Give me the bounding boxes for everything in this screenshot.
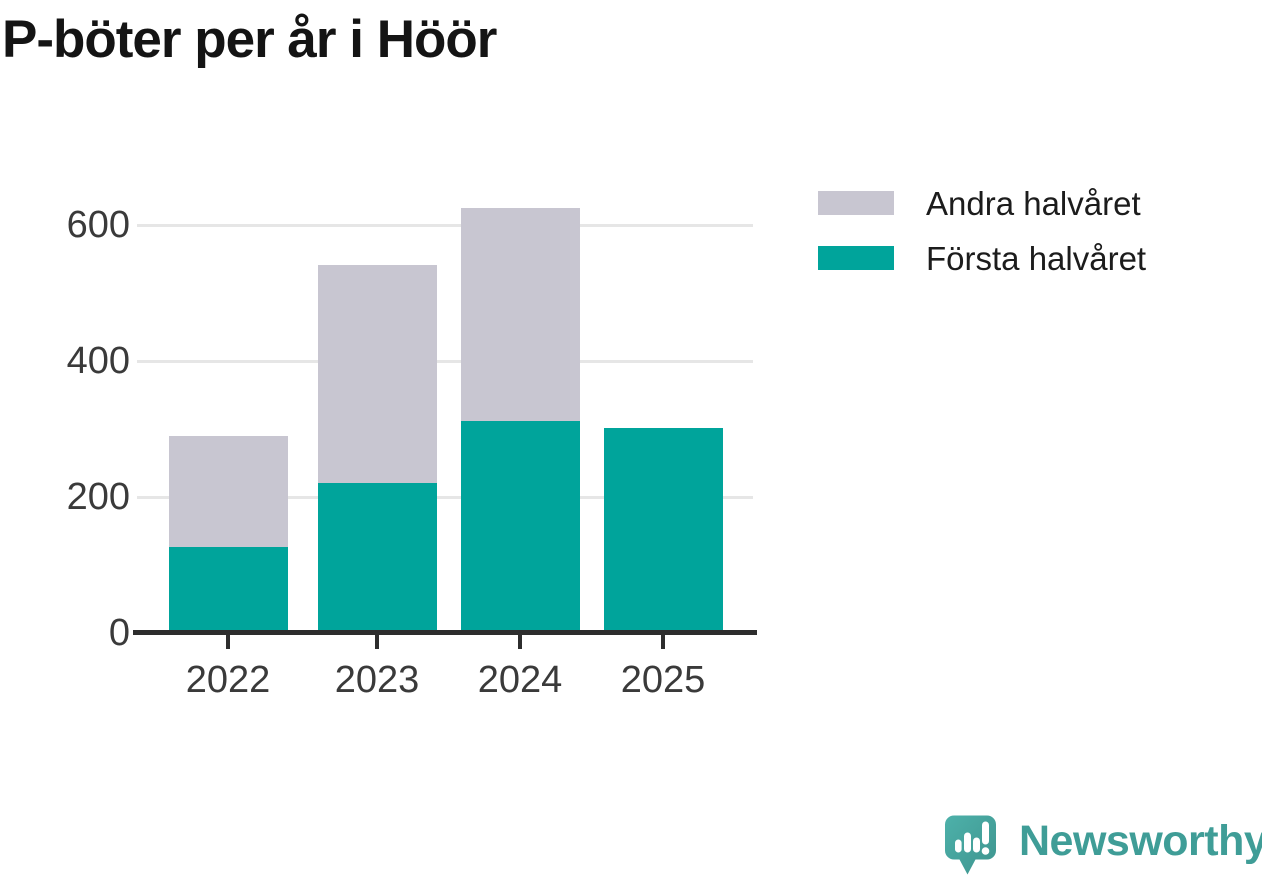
- y-tick-label: 400: [66, 340, 130, 382]
- legend-label: Andra halvåret: [926, 184, 1141, 222]
- y-tick-label: 200: [66, 476, 130, 518]
- legend-label: Första halvåret: [926, 239, 1147, 277]
- gridline: [137, 495, 753, 499]
- x-tick-label-2024: 2024: [477, 659, 563, 701]
- bar-segment-första-2022: [168, 547, 288, 633]
- y-tick-label: 0: [108, 612, 130, 654]
- bar-segment-första-2025: [603, 428, 723, 633]
- x-axis-tick-2023: [375, 635, 379, 649]
- legend-item-forsta-halvaret: Första halvåret: [818, 242, 1146, 275]
- x-axis-tick-2022: [226, 635, 230, 649]
- x-tick-label-2025: 2025: [620, 659, 706, 701]
- x-tick-label-2022: 2022: [185, 659, 271, 701]
- legend-swatch-second-half: [818, 191, 894, 215]
- y-tick-label: 600: [66, 204, 130, 246]
- bar-segment-andra-2022: [168, 436, 288, 548]
- bar-segment-andra-2024: [460, 208, 580, 421]
- gridline: [137, 223, 753, 227]
- x-axis-tick-2024: [518, 635, 522, 649]
- x-axis-tick-2025: [661, 635, 665, 649]
- legend-item-andra-halvaret: Andra halvåret: [818, 187, 1146, 220]
- legend-swatch-first-half: [818, 246, 894, 270]
- page-title: P-böter per år i Höör: [2, 10, 497, 69]
- newsworthy-wordmark: Newsworthy: [1019, 817, 1262, 865]
- legend: Andra halvåret Första halvåret: [818, 187, 1146, 301]
- brand-footer: Newsworthy: [944, 814, 1262, 877]
- bar-segment-andra-2023: [317, 265, 437, 484]
- x-axis-line: [133, 630, 757, 635]
- gridline: [137, 359, 753, 363]
- bar-segment-första-2024: [460, 420, 580, 633]
- x-tick-label-2023: 2023: [334, 659, 420, 701]
- newsworthy-logo-icon: [945, 815, 996, 875]
- bar-segment-första-2023: [317, 483, 437, 633]
